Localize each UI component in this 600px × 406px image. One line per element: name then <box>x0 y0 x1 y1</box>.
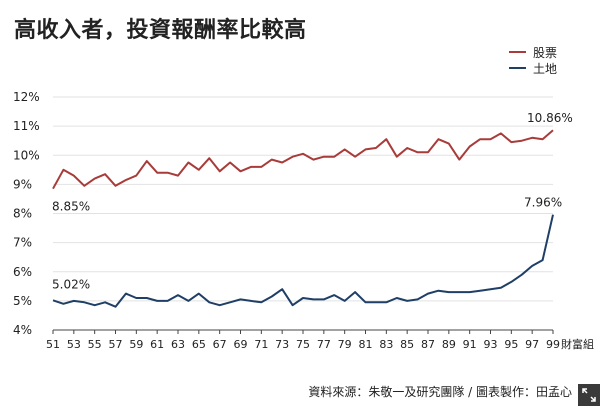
y-tick-label: 12% <box>13 90 40 104</box>
x-tick-label: 75 <box>296 338 310 351</box>
x-tick-label: 51 <box>46 338 60 351</box>
x-tick-label: 53 <box>67 338 81 351</box>
x-tick-label: 73 <box>275 338 289 351</box>
y-tick-label: 10% <box>13 148 40 162</box>
legend-label: 土地 <box>533 62 557 76</box>
x-tick-label: 59 <box>129 338 143 351</box>
x-tick-label: 65 <box>192 338 206 351</box>
x-tick-label: 85 <box>400 338 414 351</box>
x-tick-label: 61 <box>150 338 164 351</box>
x-tick-label: 83 <box>379 338 393 351</box>
y-tick-label: 8% <box>13 207 32 221</box>
expand-icon[interactable] <box>578 384 600 406</box>
x-tick-label: 99 <box>546 338 560 351</box>
x-tick-label: 97 <box>525 338 539 351</box>
data-label: 10.86% <box>527 111 573 125</box>
legend-label: 股票 <box>533 46 557 60</box>
x-tick-label: 87 <box>421 338 435 351</box>
x-tick-label: 89 <box>442 338 456 351</box>
chart-title: 高收入者，投資報酬率比較高 <box>14 18 307 43</box>
x-tick-label: 57 <box>109 338 123 351</box>
data-label: 8.85% <box>52 200 90 214</box>
x-axis-label: 財富組 <box>561 337 594 351</box>
y-tick-label: 5% <box>13 294 32 308</box>
y-tick-label: 6% <box>13 265 32 279</box>
x-tick-label: 55 <box>88 338 102 351</box>
x-tick-label: 77 <box>317 338 331 351</box>
expand-arrows-icon <box>582 388 596 402</box>
data-label: 7.96% <box>524 196 562 210</box>
source-caption: 資料來源：朱敬一及研究團隊 / 圖表製作：田孟心 <box>308 385 572 399</box>
x-tick-label: 91 <box>463 338 477 351</box>
data-label: 5.02% <box>52 277 90 291</box>
x-tick-label: 71 <box>254 338 268 351</box>
x-tick-label: 81 <box>359 338 373 351</box>
y-tick-label: 7% <box>13 236 32 250</box>
series-line-land <box>52 214 554 308</box>
x-tick-label: 67 <box>213 338 227 351</box>
x-tick-label: 95 <box>504 338 518 351</box>
x-tick-label: 63 <box>171 338 185 351</box>
y-tick-label: 4% <box>13 323 32 337</box>
line-chart: 4% 5% 6% 7% 8% 9% 10% 11% 12% 51 53 55 57 59 61 63 65 67 6… <box>13 46 594 351</box>
x-tick-label: 69 <box>234 338 248 351</box>
y-tick-label: 9% <box>13 177 32 191</box>
x-tick-label: 79 <box>338 338 352 351</box>
x-tick-label: 93 <box>484 338 498 351</box>
y-tick-label: 11% <box>13 119 40 133</box>
series-line-stocks <box>52 129 554 190</box>
